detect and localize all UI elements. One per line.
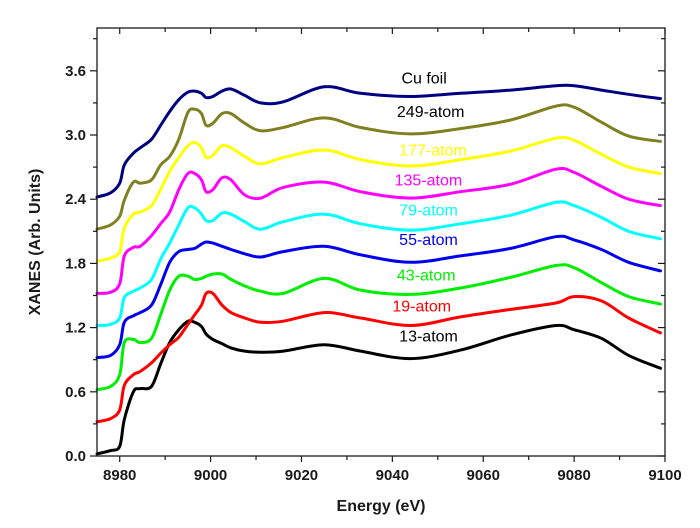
series-line-135-atom [95,167,662,295]
series-label: 79-atom [399,202,458,219]
y-tick-labels: 0.0 0.6 1.2 1.8 2.4 3.0 3.6 [65,63,87,465]
y-tick-label: 0.6 [65,384,86,401]
y-axis-title: XANES (Arb. Units) [27,169,44,316]
series-label: 249-atom [397,104,465,121]
series-curves [95,83,662,456]
series-label: 43-atom [397,268,456,285]
y-tick-label: 2.4 [65,191,87,208]
x-tick-label: 9040 [376,467,409,484]
x-tick-labels: 8980 9000 9020 9040 9060 9080 9100 [103,467,682,484]
axis-ticks [90,28,666,462]
x-tick-label: 9020 [285,467,318,484]
x-axis-title: Energy (eV) [337,498,426,515]
x-tick-label: 9100 [648,467,681,484]
x-tick-label: 8980 [103,467,136,484]
plot-frame [96,27,666,457]
series-line-43-atom [95,263,662,392]
series-label: Cu foil [401,71,446,88]
series-label: 55-atom [399,232,458,249]
series-label: 13-atom [399,329,458,346]
y-tick-label: 1.2 [65,320,86,337]
x-tick-label: 9080 [557,467,590,484]
x-tick-label: 9060 [467,467,500,484]
series-label: 177-atom [399,142,467,159]
series-labels: Cu foil 249-atom 177-atom 135-atom 79-atom 55… [392,71,466,346]
series-line-249-atom [95,103,662,231]
y-tick-label: 3.6 [65,63,86,80]
series-line-79-atom [95,200,662,327]
series-line-19-atom [95,290,662,424]
y-tick-label: 1.8 [65,255,86,272]
series-line-13-atom [95,319,662,456]
series-label: 19-atom [392,299,451,316]
series-line-cu-foil [95,83,662,199]
y-tick-label: 3.0 [65,127,86,144]
series-label: 135-atom [395,172,463,189]
series-line-55-atom [95,234,662,360]
series-line-177-atom [95,135,662,263]
x-tick-label: 9000 [194,467,227,484]
y-tick-label: 0.0 [65,448,86,465]
